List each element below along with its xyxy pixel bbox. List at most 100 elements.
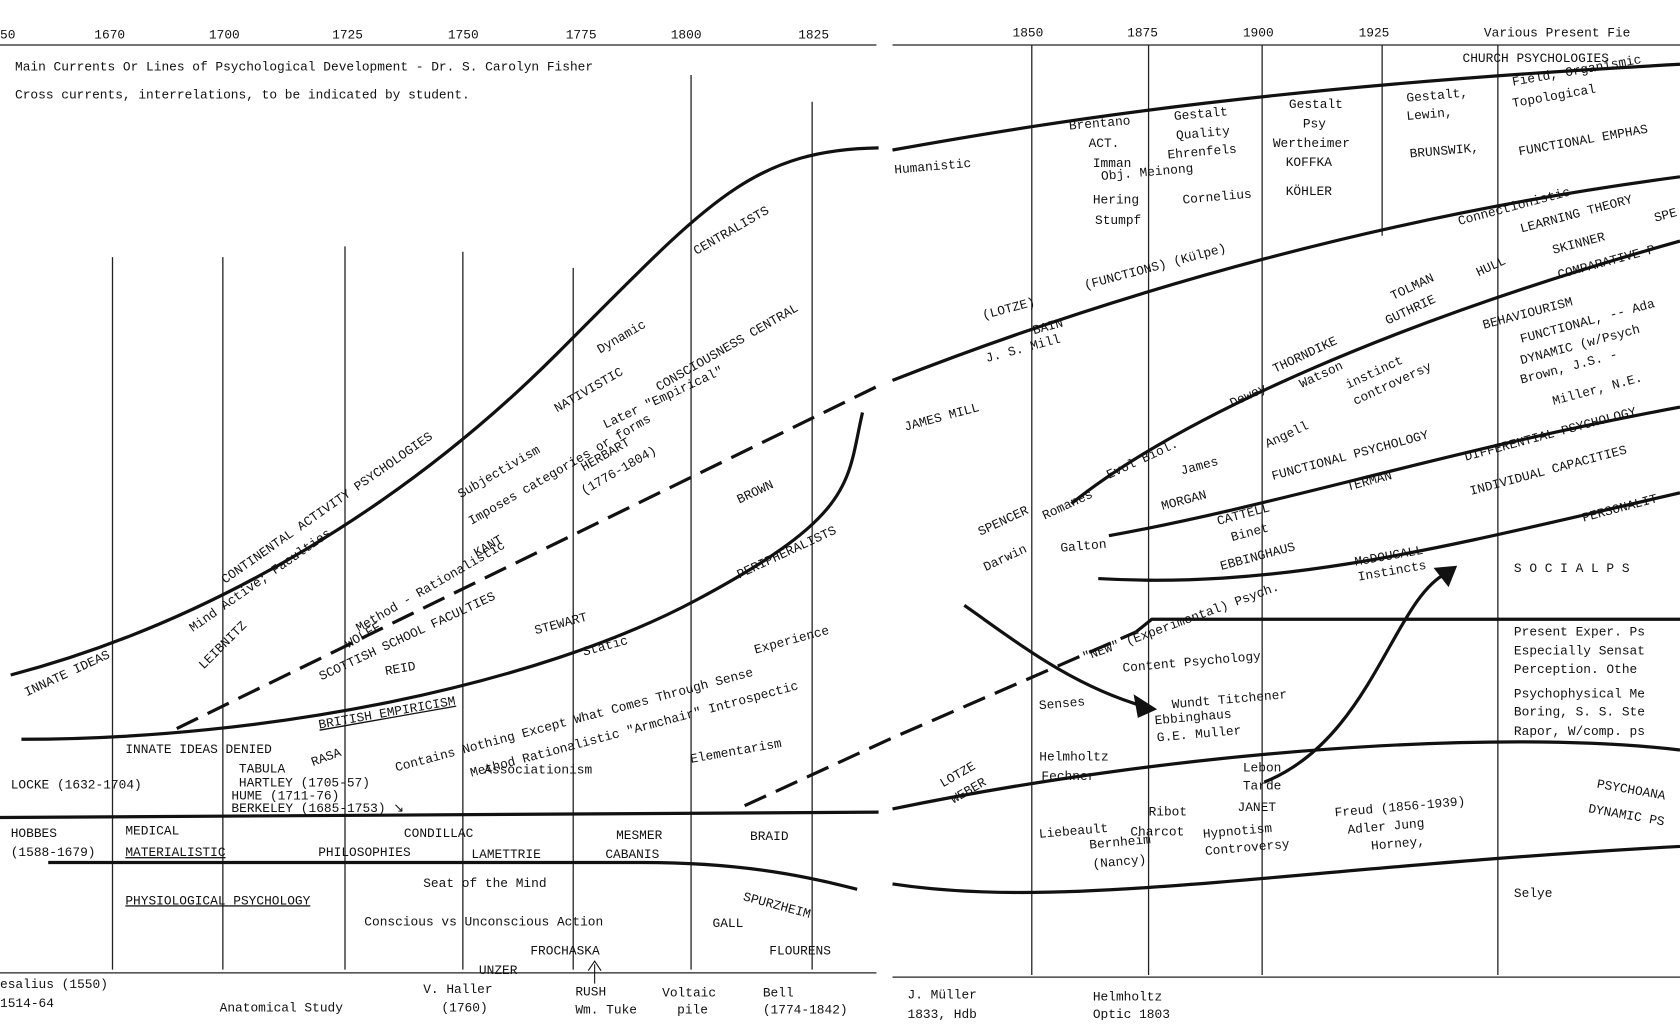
label: KOFFKA — [1286, 155, 1333, 170]
label: Senses — [1038, 694, 1085, 713]
label: Seat of the Mind — [423, 876, 546, 891]
label: REID — [384, 659, 417, 679]
label: Selye — [1514, 886, 1553, 901]
label: Horney, — [1370, 834, 1425, 854]
label: Liebeault — [1038, 821, 1108, 842]
label: Fechner — [1041, 769, 1095, 784]
label: LAMETTRIE — [471, 847, 541, 862]
label: UNZER — [479, 963, 518, 978]
label: Brentano — [1068, 113, 1131, 133]
label: esalius (1550) — [0, 977, 108, 992]
year-label: 1800 — [671, 28, 702, 43]
label: LOCKE (1632-1704) — [11, 778, 142, 793]
label: PHYSIOLOGICAL PSYCHOLOGY — [125, 893, 310, 908]
label: HARTLEY (1705-57) — [239, 775, 370, 790]
label: FROCHASKA — [530, 944, 600, 959]
year-label: 1750 — [448, 28, 479, 43]
label: Cornelius — [1182, 187, 1252, 208]
label: Adler Jung — [1347, 816, 1425, 838]
label: Perception. Othe — [1514, 662, 1637, 677]
label: (1588-1679) — [11, 845, 96, 860]
label: MESMER — [616, 828, 663, 843]
label: Psychophysical Me — [1514, 687, 1645, 702]
year-label: 1925 — [1359, 25, 1390, 40]
label: Ebbinghaus — [1154, 707, 1232, 729]
label: Voltaic — [662, 985, 716, 1000]
label: Rapor, W/comp. ps — [1514, 724, 1645, 739]
label: BERKELEY (1685-1753) ↘ — [231, 801, 404, 816]
label: Stumpf — [1095, 213, 1141, 228]
year-label: 1670 — [94, 28, 125, 43]
year-label: 50 — [0, 28, 15, 43]
label: Anatomical Study — [220, 1000, 344, 1015]
label: RUSH — [575, 984, 606, 999]
label: 1833, Hdb — [908, 1007, 977, 1020]
label: HUME (1711-76) — [231, 788, 339, 803]
label: Psy — [1303, 117, 1326, 132]
label: CHURCH PSYCHOLOGIES — [1463, 51, 1610, 66]
label: Helmholtz — [1093, 990, 1162, 1005]
subtitle: Cross currents, interrelations, to be in… — [15, 88, 470, 103]
label: Bernheim — [1089, 832, 1152, 852]
label: Hering — [1093, 193, 1139, 208]
year-label: 1900 — [1243, 25, 1274, 40]
label: 1514-64 — [0, 996, 54, 1011]
year-label: Various Present Fie — [1484, 25, 1630, 40]
label: FLOURENS — [769, 944, 831, 959]
label: JANET — [1238, 800, 1277, 815]
label: MEDICAL — [125, 824, 179, 839]
label: Quality — [1175, 124, 1230, 144]
label: Tarde — [1243, 779, 1282, 794]
label: (1774-1842) — [763, 1003, 848, 1018]
label: Helmholtz — [1039, 750, 1108, 765]
label: CABANIS — [605, 847, 659, 862]
label: Ribot — [1149, 804, 1188, 819]
label: G.E. Muller — [1156, 723, 1242, 745]
label: Lebon — [1243, 760, 1282, 775]
label: KÖHLER — [1286, 184, 1333, 199]
year-label: 1700 — [209, 28, 240, 43]
label: Wm. Tuke — [575, 1003, 637, 1018]
label: V. Haller — [423, 982, 492, 997]
year-label: 1825 — [798, 28, 829, 43]
label: Hypnotism — [1202, 821, 1273, 842]
label: Galton — [1060, 537, 1107, 556]
label: TABULA — [239, 762, 286, 777]
year-label: 1875 — [1127, 25, 1158, 40]
label: GALL — [713, 916, 744, 931]
label: S O C I A L P S — [1514, 561, 1630, 576]
current-lines — [0, 62, 1680, 984]
label: Especially Sensat — [1514, 644, 1645, 659]
label: (1760) — [441, 1000, 487, 1015]
label: J. Müller — [908, 988, 977, 1003]
label: Controversy — [1204, 837, 1290, 859]
label: MATERIALISTIC — [125, 845, 225, 860]
year-label: 1725 — [332, 28, 363, 43]
label: Associationism — [484, 763, 592, 778]
label: BRAID — [750, 829, 789, 844]
label: Gestalt, — [1406, 85, 1469, 105]
label: (Nancy) — [1092, 852, 1147, 872]
label: CONDILLAC — [404, 826, 474, 841]
label: pile — [677, 1003, 708, 1018]
label: Wertheimer — [1273, 136, 1350, 151]
label: Charcot — [1130, 825, 1184, 840]
label: Boring, S. S. Ste — [1514, 705, 1645, 720]
label: HOBBES — [11, 826, 58, 841]
label: Conscious vs Unconscious Action — [364, 915, 603, 930]
label: Ehrenfels — [1167, 142, 1237, 163]
label: PHILOSOPHIES — [318, 845, 411, 860]
label: Bell — [763, 985, 794, 1000]
label: Gestalt — [1173, 104, 1228, 124]
label: SPE — [1653, 205, 1679, 226]
label: ACT. — [1089, 136, 1120, 151]
label: INNATE IDEAS DENIED — [125, 742, 272, 757]
label: Humanistic — [894, 156, 972, 178]
label: Gestalt — [1289, 97, 1343, 112]
label: Optic 1803 — [1093, 1007, 1170, 1020]
label: Present Exper. Ps — [1514, 624, 1645, 639]
year-label: 1775 — [566, 28, 597, 43]
year-label: 1850 — [1012, 25, 1043, 40]
